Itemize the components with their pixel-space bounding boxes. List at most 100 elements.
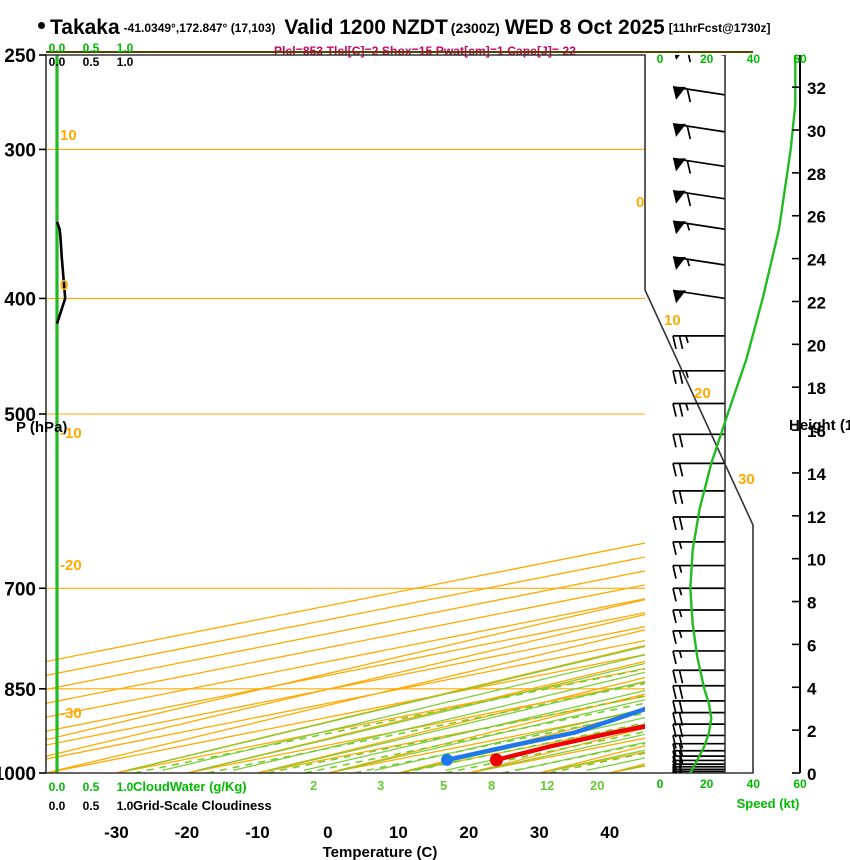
wind-barb-half [678, 609, 683, 618]
wind-barb-pennant [674, 55, 680, 60]
height-tick-label: 16 [807, 422, 826, 441]
pressure-tick-label: 400 [4, 289, 36, 310]
dry-adiabat-line [821, 55, 850, 773]
speed-scale-tick-bottom: 20 [700, 777, 714, 791]
cloudiness-trace [55, 221, 67, 325]
wind-barb-full [672, 650, 677, 665]
temperature-tick-label: -20 [175, 823, 200, 842]
speed-scale-tick-top: 20 [700, 52, 714, 66]
height-tick-label: 4 [807, 679, 817, 698]
cloudwater-scale-tick: 0.0 [49, 41, 66, 55]
wind-barb-full [678, 370, 684, 385]
pressure-tick-label: 700 [4, 579, 36, 600]
wind-barb-pennant [673, 158, 686, 172]
height-tick-label: 10 [807, 551, 826, 570]
dry-adiabat-line [46, 629, 645, 773]
isotherm-line [46, 556, 645, 677]
grid-group [46, 55, 850, 773]
wind-barb-full [672, 463, 677, 477]
isotherm-line [46, 542, 645, 663]
pressure-tick-label: 250 [4, 46, 36, 67]
dry-adiabat-label: 0 [60, 277, 68, 294]
moist-adiabat-label: 30 [738, 471, 755, 488]
moist-adiabat-label: 20 [694, 385, 711, 402]
wind-barb-half [685, 370, 689, 379]
pressure-tick-label: 1000 [0, 764, 36, 785]
valid-date: WED 8 Oct 2025 [504, 16, 665, 39]
wind-barb-full [678, 403, 684, 417]
height-tick-label: 6 [807, 636, 816, 655]
isotherm-line [46, 639, 645, 760]
isotherm-line [46, 584, 645, 704]
wind-barb-full [678, 463, 684, 477]
speed-scale-tick-bottom: 60 [793, 777, 807, 791]
moist-adiabat-line [551, 749, 645, 772]
windspeed-trace [689, 55, 797, 774]
temperature-tick-label: 0 [323, 823, 332, 842]
wind-barb-full [678, 700, 684, 715]
dry-adiabat-label: -20 [60, 557, 82, 574]
station-coordinates: -41.0349°,172.847° (17,103) [123, 21, 276, 35]
cloudwater-scale-tick: 0.5 [83, 780, 100, 794]
temperature-tick-label: -10 [245, 823, 270, 842]
moist-adiabat-line [621, 764, 645, 772]
height-tick-label: 8 [807, 594, 816, 613]
cloudiness-scale-tick: 0.5 [83, 799, 100, 813]
dewpoint-endpoint-dot [441, 753, 454, 766]
isotherm-line [46, 570, 645, 691]
mixing-ratio-label: 3 [377, 778, 384, 793]
wind-barb-half [678, 650, 683, 659]
cloudwater-scale-tick: 0.0 [49, 780, 66, 794]
wind-barb-half [678, 541, 683, 550]
mixing-ratio-line [549, 752, 645, 773]
mixing-ratio-label: 20 [590, 778, 604, 793]
wind-barb-half [678, 588, 683, 596]
pressure-tick-label: 850 [4, 680, 36, 701]
cloudiness-scale-tick: 0.0 [49, 55, 66, 69]
wind-barb-full [686, 160, 692, 174]
cloudiness-legend-label: Grid-Scale Cloudiness [133, 798, 272, 813]
moist-adiabat-label: 10 [664, 312, 681, 329]
moist-adiabat-line [303, 689, 645, 772]
moist-adiabat-line [127, 645, 645, 772]
cloudiness-scale-tick: 1.0 [117, 55, 134, 69]
wind-barb-full [672, 403, 677, 417]
moist-adiabat-line [586, 757, 645, 772]
wind-barb-full [678, 434, 684, 448]
cloudiness-scale-tick: 1.0 [117, 799, 134, 813]
cloudiness-scale-tick: 0.0 [49, 799, 66, 813]
dewpoint-trace [444, 706, 645, 763]
wind-barb-full [672, 516, 677, 531]
mixing-ratio-label: 2 [310, 778, 317, 793]
wind-barb-full [672, 735, 677, 749]
wind-barb-full [678, 735, 684, 749]
moist-adiabat-line [232, 671, 645, 772]
height-axis-title: Height (1000 Feet) [789, 417, 850, 434]
speed-scale-tick-top: 40 [747, 52, 761, 66]
temperature-tick-label: 30 [530, 823, 549, 842]
dry-adiabat-label: -10 [60, 425, 82, 442]
cloudwater-scale-tick: 1.0 [117, 41, 134, 55]
height-tick-label: 22 [807, 293, 826, 312]
wind-barb-full [678, 516, 684, 531]
pressure-axis-title: P (hPa) [16, 419, 67, 436]
temperature-tick-label: -30 [104, 823, 129, 842]
mixing-ratio-label: 12 [540, 778, 554, 793]
isotherm-line [46, 598, 645, 718]
moist-adiabat-line [268, 680, 645, 772]
wind-barb-group [672, 55, 726, 773]
valid-time-zulu: (2300Z) [450, 20, 500, 36]
pressure-tick-label: 500 [4, 405, 36, 426]
dry-adiabat-line [46, 613, 645, 757]
dry-adiabat-line [327, 693, 645, 773]
cloudwater-scale-tick: 0.5 [83, 41, 100, 55]
wind-barb-half [678, 630, 683, 639]
height-tick-label: 24 [807, 251, 826, 270]
moist-adiabat-line [409, 716, 645, 772]
wind-barb-full [678, 335, 684, 350]
temperature-endpoint-dot [489, 753, 503, 767]
wind-barb-pennant [673, 86, 686, 100]
mixing-ratio-label: 5 [440, 778, 447, 793]
cloudwater-legend-label: CloudWater (g/Kg) [133, 779, 247, 794]
